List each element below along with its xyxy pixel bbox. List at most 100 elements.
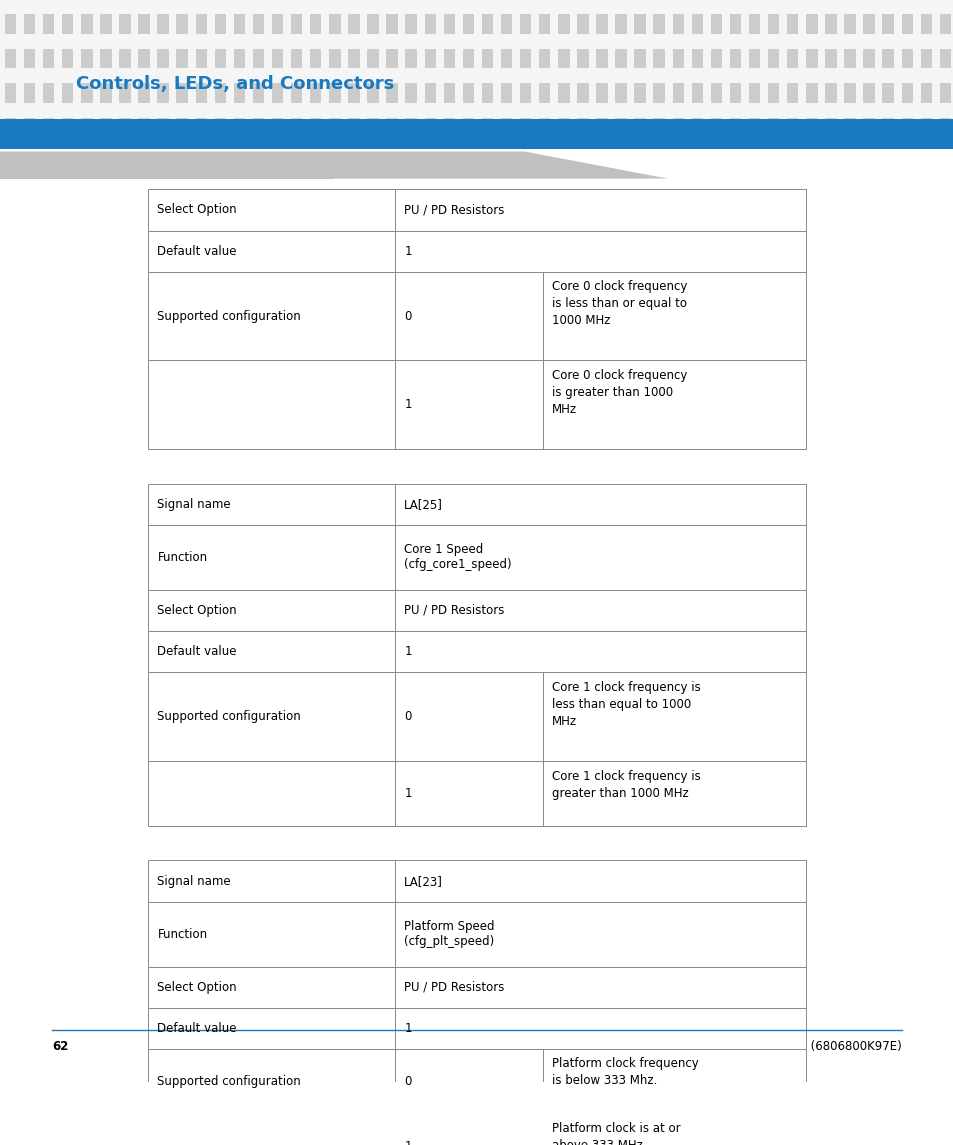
Bar (843, 14, 855, 33)
Bar (901, 49, 912, 69)
Polygon shape (0, 151, 667, 179)
Bar (805, 49, 817, 69)
Bar (310, 49, 321, 69)
Bar (862, 14, 874, 33)
Bar (100, 14, 112, 33)
Bar (843, 84, 855, 103)
Bar (138, 118, 150, 137)
Bar (805, 14, 817, 33)
Bar (596, 14, 607, 33)
Bar (481, 14, 493, 33)
Bar (481, 49, 493, 69)
Bar (272, 14, 283, 33)
Bar (481, 84, 493, 103)
Text: Function: Function (157, 551, 208, 564)
Bar (538, 14, 550, 33)
Bar (462, 118, 474, 137)
Bar (214, 118, 226, 137)
Bar (176, 84, 188, 103)
Bar (138, 49, 150, 69)
Bar (824, 49, 836, 69)
Bar (272, 118, 283, 137)
Bar (939, 14, 950, 33)
Bar (0, 0, 953, 147)
Text: PU / PD Resistors: PU / PD Resistors (404, 603, 504, 617)
Bar (367, 14, 378, 33)
Bar (748, 49, 760, 69)
Bar (100, 84, 112, 103)
Bar (195, 49, 207, 69)
Text: LA[23]: LA[23] (404, 875, 442, 887)
Bar (901, 14, 912, 33)
Bar (729, 84, 740, 103)
Text: Core 1 clock frequency is
greater than 1000 MHz: Core 1 clock frequency is greater than 1… (552, 769, 700, 799)
Bar (148, 861, 805, 1145)
Bar (5, 49, 16, 69)
Bar (824, 14, 836, 33)
Text: Signal name: Signal name (157, 498, 231, 511)
Bar (767, 84, 779, 103)
Bar (901, 118, 912, 137)
Bar (424, 84, 436, 103)
Text: 0: 0 (404, 710, 411, 722)
Bar (386, 84, 397, 103)
Bar (729, 118, 740, 137)
Bar (214, 84, 226, 103)
Bar (672, 84, 683, 103)
Bar (615, 49, 626, 69)
Bar (500, 14, 512, 33)
Bar (157, 49, 169, 69)
Bar (558, 118, 569, 137)
Bar (577, 118, 588, 137)
Text: 1: 1 (404, 645, 412, 658)
Bar (500, 118, 512, 137)
Bar (672, 14, 683, 33)
Bar (176, 118, 188, 137)
Bar (882, 49, 893, 69)
Bar (500, 49, 512, 69)
Bar (538, 118, 550, 137)
Bar (672, 118, 683, 137)
Bar (691, 118, 702, 137)
Text: 62: 62 (52, 1040, 69, 1053)
Bar (138, 14, 150, 33)
Bar (386, 14, 397, 33)
Bar (424, 14, 436, 33)
Bar (920, 84, 931, 103)
Bar (805, 84, 817, 103)
Bar (481, 118, 493, 137)
Text: Core 0 clock frequency
is less than or equal to
1000 MHz: Core 0 clock frequency is less than or e… (552, 281, 687, 327)
Text: Platform clock frequency
is below 333 Mhz.: Platform clock frequency is below 333 Mh… (552, 1058, 699, 1088)
Bar (233, 118, 245, 137)
Text: 1: 1 (404, 787, 412, 800)
Bar (805, 118, 817, 137)
Text: Controls, LEDs, and Connectors: Controls, LEDs, and Connectors (76, 76, 395, 94)
Bar (405, 14, 416, 33)
Bar (786, 118, 798, 137)
Bar (767, 14, 779, 33)
Bar (862, 84, 874, 103)
Bar (405, 49, 416, 69)
Bar (862, 49, 874, 69)
Bar (0, 151, 334, 179)
Bar (729, 14, 740, 33)
Bar (310, 84, 321, 103)
Bar (405, 84, 416, 103)
Bar (653, 118, 664, 137)
Text: Select Option: Select Option (157, 603, 236, 617)
Text: Select Option: Select Option (157, 204, 236, 216)
Text: 1: 1 (404, 1021, 412, 1035)
Bar (748, 84, 760, 103)
Text: 0: 0 (404, 309, 411, 323)
Bar (596, 84, 607, 103)
Bar (424, 118, 436, 137)
Bar (100, 118, 112, 137)
Bar (214, 49, 226, 69)
Text: Select Option: Select Option (157, 980, 236, 994)
Bar (882, 84, 893, 103)
Bar (538, 84, 550, 103)
Bar (615, 84, 626, 103)
Bar (424, 49, 436, 69)
Bar (786, 14, 798, 33)
Bar (253, 118, 264, 137)
